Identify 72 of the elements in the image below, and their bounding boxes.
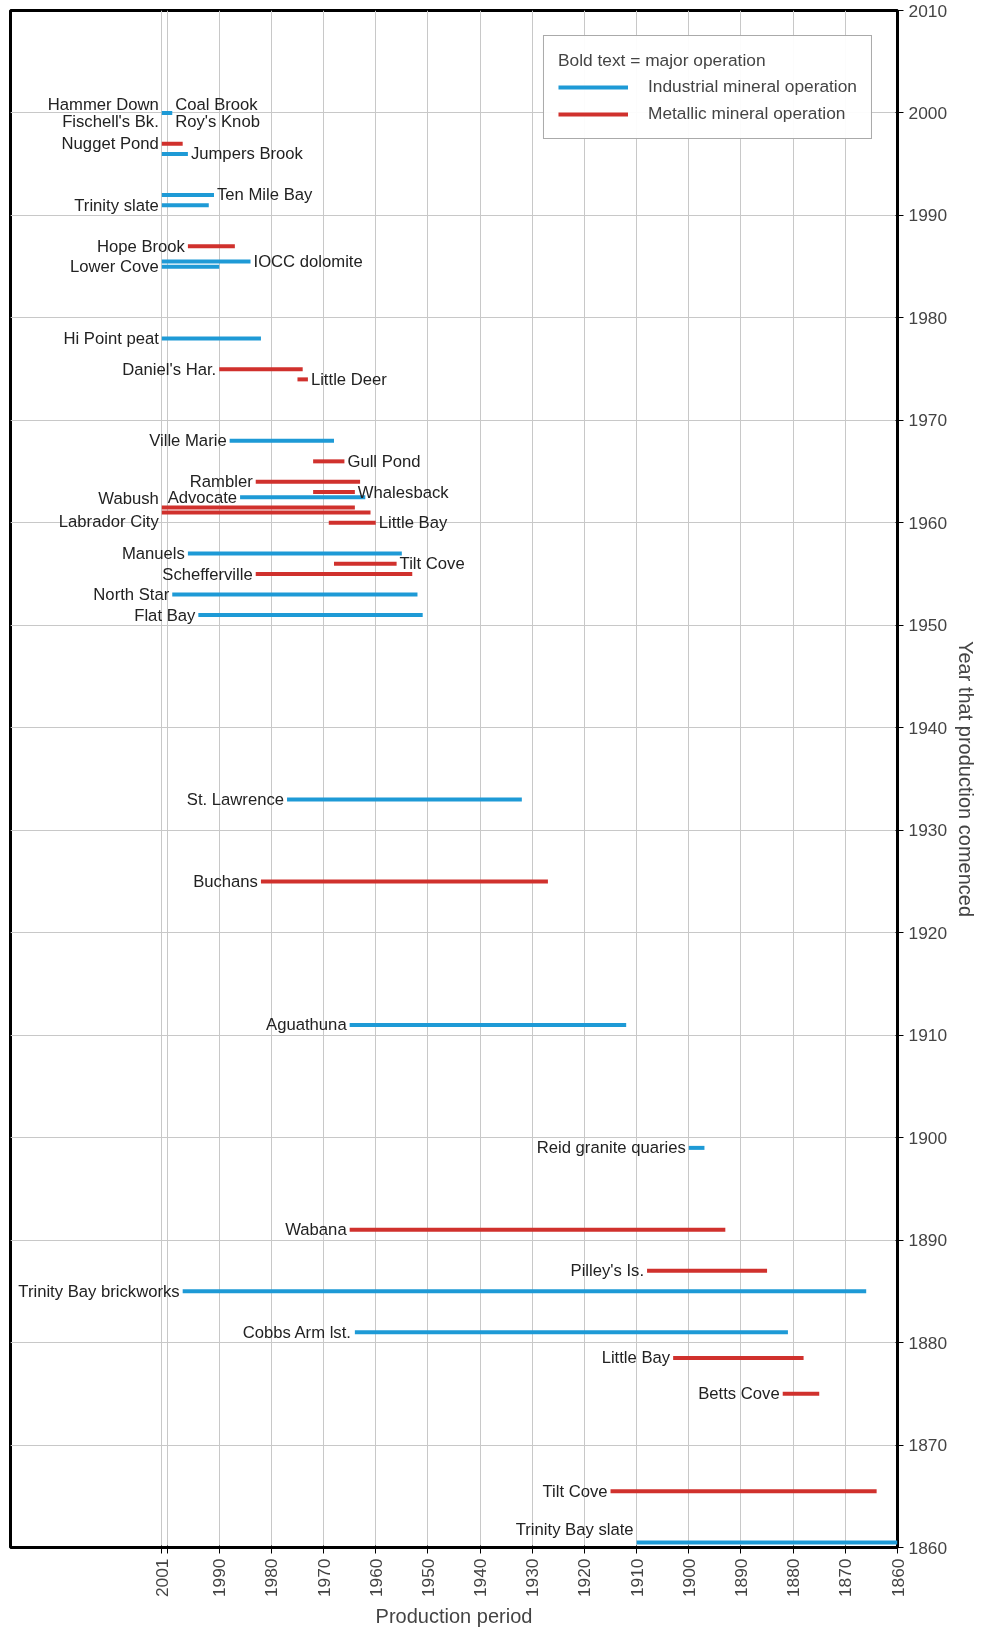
annotation: IOCC dolomite xyxy=(253,252,363,272)
y-tick-label: 2000 xyxy=(908,102,948,123)
annotation: Daniel's Har. xyxy=(122,359,217,379)
annotation: Roy's Knob xyxy=(175,111,260,131)
y-tick-label: 1970 xyxy=(908,410,948,431)
annotation: North Star xyxy=(93,585,170,605)
x-tick-label: 2001 xyxy=(151,1558,172,1598)
y-tick-label: 1960 xyxy=(908,512,948,533)
annotation: Flat Bay xyxy=(134,605,197,625)
annotation: Ten Mile Bay xyxy=(216,185,314,205)
annotation: Wabush xyxy=(98,489,159,509)
legend-title: Bold text = major operation xyxy=(557,50,767,71)
y-tick-label: 2010 xyxy=(908,0,948,21)
y-tick-label: 1870 xyxy=(908,1435,948,1456)
annotation: Cobbs Arm lst. xyxy=(242,1322,351,1342)
y-axis-title: Year that production comenced xyxy=(955,640,978,918)
annotation: Reid granite quaries xyxy=(536,1138,686,1158)
annotation: Coal Brook xyxy=(175,94,259,114)
y-tick-label: 1920 xyxy=(908,922,948,943)
x-tick-label: 1910 xyxy=(626,1558,647,1598)
x-axis-title: Production period xyxy=(375,1605,533,1628)
annotation: Gull Pond xyxy=(347,451,421,471)
annotation: Whalesback xyxy=(357,482,450,502)
x-tick-label: 1940 xyxy=(470,1558,491,1598)
annotation: Lower Cove xyxy=(69,257,159,277)
annotation: Tilt Cove xyxy=(399,554,465,574)
annotation: Buchans xyxy=(193,871,258,891)
annotation: Trinity Bay slate xyxy=(515,1520,634,1540)
x-tick-label: 1900 xyxy=(678,1558,699,1598)
x-tick-label: 1930 xyxy=(522,1558,543,1598)
x-tick-label: 1880 xyxy=(783,1558,804,1598)
annotation: Schefferville xyxy=(162,564,253,584)
x-tick-label: 1970 xyxy=(313,1558,334,1598)
annotation: Little Bay xyxy=(601,1348,671,1368)
annotation: Trinity Bay brickworks xyxy=(18,1281,180,1301)
annotation: Fischell's Bk. xyxy=(62,111,159,131)
x-tick-label: 1870 xyxy=(835,1558,856,1598)
annotation: St. Lawrence xyxy=(186,789,285,809)
annotation: Trinity slate xyxy=(74,195,159,215)
x-tick-label: 1950 xyxy=(417,1558,438,1598)
annotation: Tilt Cove xyxy=(542,1481,608,1501)
x-tick-label: 1920 xyxy=(574,1558,595,1598)
annotation: Hammer Down xyxy=(47,94,159,114)
annotation: Hi Point peat xyxy=(63,328,160,348)
annotation: Little Bay xyxy=(378,513,448,533)
y-tick-label: 1930 xyxy=(908,820,948,841)
x-tick-label: 1960 xyxy=(365,1558,386,1598)
annotation: Nugget Pond xyxy=(61,134,159,154)
annotation: Pilley's Is. xyxy=(570,1261,645,1281)
legend-label: Metallic mineral operation xyxy=(647,103,846,124)
annotation: Hope Brook xyxy=(96,236,186,256)
annotation: Betts Cove xyxy=(698,1384,780,1404)
y-tick-label: 1940 xyxy=(908,717,948,738)
y-tick-label: 1910 xyxy=(908,1025,948,1046)
y-tick-label: 1880 xyxy=(908,1332,948,1353)
x-tick-label: 1890 xyxy=(730,1558,751,1598)
y-tick-label: 1900 xyxy=(908,1127,948,1148)
annotation: Labrador City xyxy=(58,511,160,531)
annotation: Aguathuna xyxy=(266,1015,348,1035)
x-tick-label: 1990 xyxy=(209,1558,230,1598)
annotation: Little Deer xyxy=(310,369,388,389)
y-tick-label: 1950 xyxy=(908,615,948,636)
annotation: Manuels xyxy=(121,544,185,564)
y-tick-label: 1990 xyxy=(908,205,948,226)
annotation: Ville Marie xyxy=(149,431,227,451)
y-tick-label: 1860 xyxy=(908,1537,948,1558)
y-tick-label: 1890 xyxy=(908,1230,948,1251)
x-tick-label: 1980 xyxy=(261,1558,282,1598)
y-tick-label: 1980 xyxy=(908,307,948,328)
annotation: Jumpers Brook xyxy=(190,144,304,164)
annotation: Wabana xyxy=(285,1220,348,1240)
legend-label: Industrial mineral operation xyxy=(647,76,857,97)
